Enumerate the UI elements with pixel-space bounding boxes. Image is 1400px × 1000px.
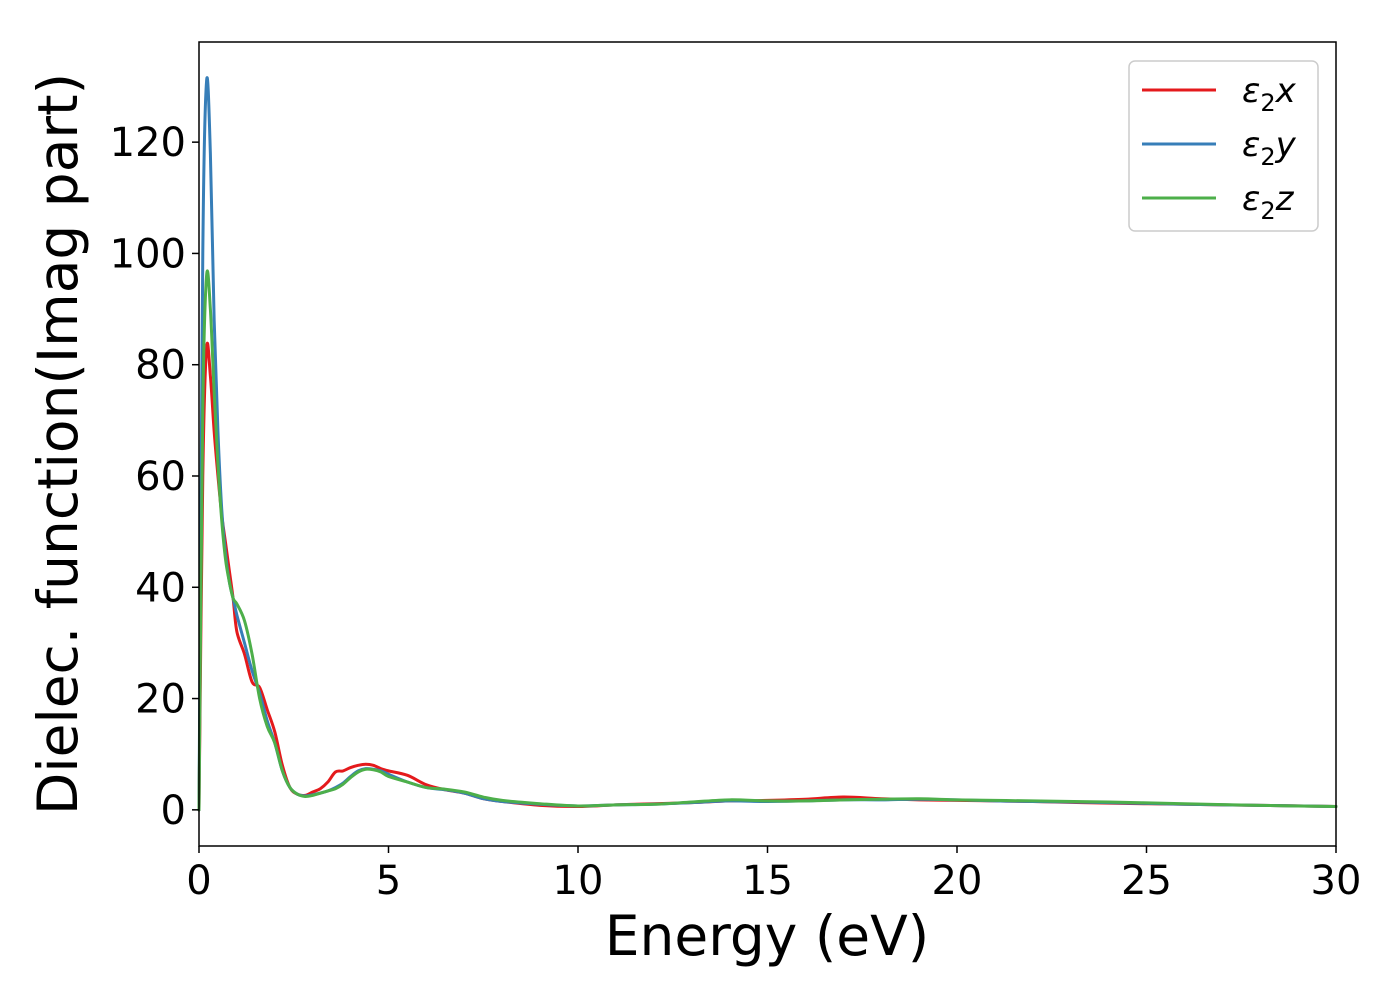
legend-label-z: ε2z bbox=[1242, 179, 1295, 225]
y-tick-label: 120 bbox=[110, 120, 186, 166]
y-tick-label: 40 bbox=[135, 565, 186, 611]
x-tick-label: 10 bbox=[553, 858, 604, 904]
x-tick-label: 20 bbox=[932, 858, 983, 904]
legend-epsilon: ε bbox=[1242, 71, 1260, 111]
x-axis-label: Energy (eV) bbox=[605, 904, 929, 968]
legend-label-x: ε2x bbox=[1242, 71, 1297, 117]
x-tick-label: 0 bbox=[186, 858, 211, 904]
legend-subscript: 2 bbox=[1260, 197, 1275, 225]
y-axis-label: Dielec. function(Imag part) bbox=[26, 73, 90, 815]
x-tick-label: 25 bbox=[1121, 858, 1172, 904]
legend-box bbox=[1128, 60, 1319, 232]
y-axis-ticks: 0 20 40 60 80 100 120 bbox=[110, 120, 199, 834]
y-tick-label: 20 bbox=[135, 677, 186, 723]
legend-epsilon: ε bbox=[1242, 125, 1260, 165]
x-tick-label: 5 bbox=[376, 858, 401, 904]
legend-epsilon: ε bbox=[1242, 179, 1260, 219]
y-tick-label: 100 bbox=[110, 231, 186, 277]
legend-label-y: ε2y bbox=[1242, 125, 1297, 171]
series-line-z bbox=[197, 269, 1338, 812]
legend-component: z bbox=[1275, 179, 1295, 219]
legend-subscript: 2 bbox=[1260, 89, 1275, 117]
legend-subscript: 2 bbox=[1260, 143, 1275, 171]
x-tick-label: 30 bbox=[1311, 858, 1362, 904]
legend-component: y bbox=[1275, 125, 1297, 165]
y-tick-label: 60 bbox=[135, 454, 186, 500]
series-lines bbox=[197, 76, 1338, 812]
x-tick-label: 15 bbox=[742, 858, 793, 904]
series-line-x bbox=[197, 341, 1338, 812]
y-tick-label: 80 bbox=[135, 343, 186, 389]
x-axis-ticks: 0 5 10 15 20 25 30 bbox=[186, 846, 1361, 904]
legend-component: x bbox=[1275, 71, 1297, 111]
y-tick-label: 0 bbox=[161, 788, 186, 834]
